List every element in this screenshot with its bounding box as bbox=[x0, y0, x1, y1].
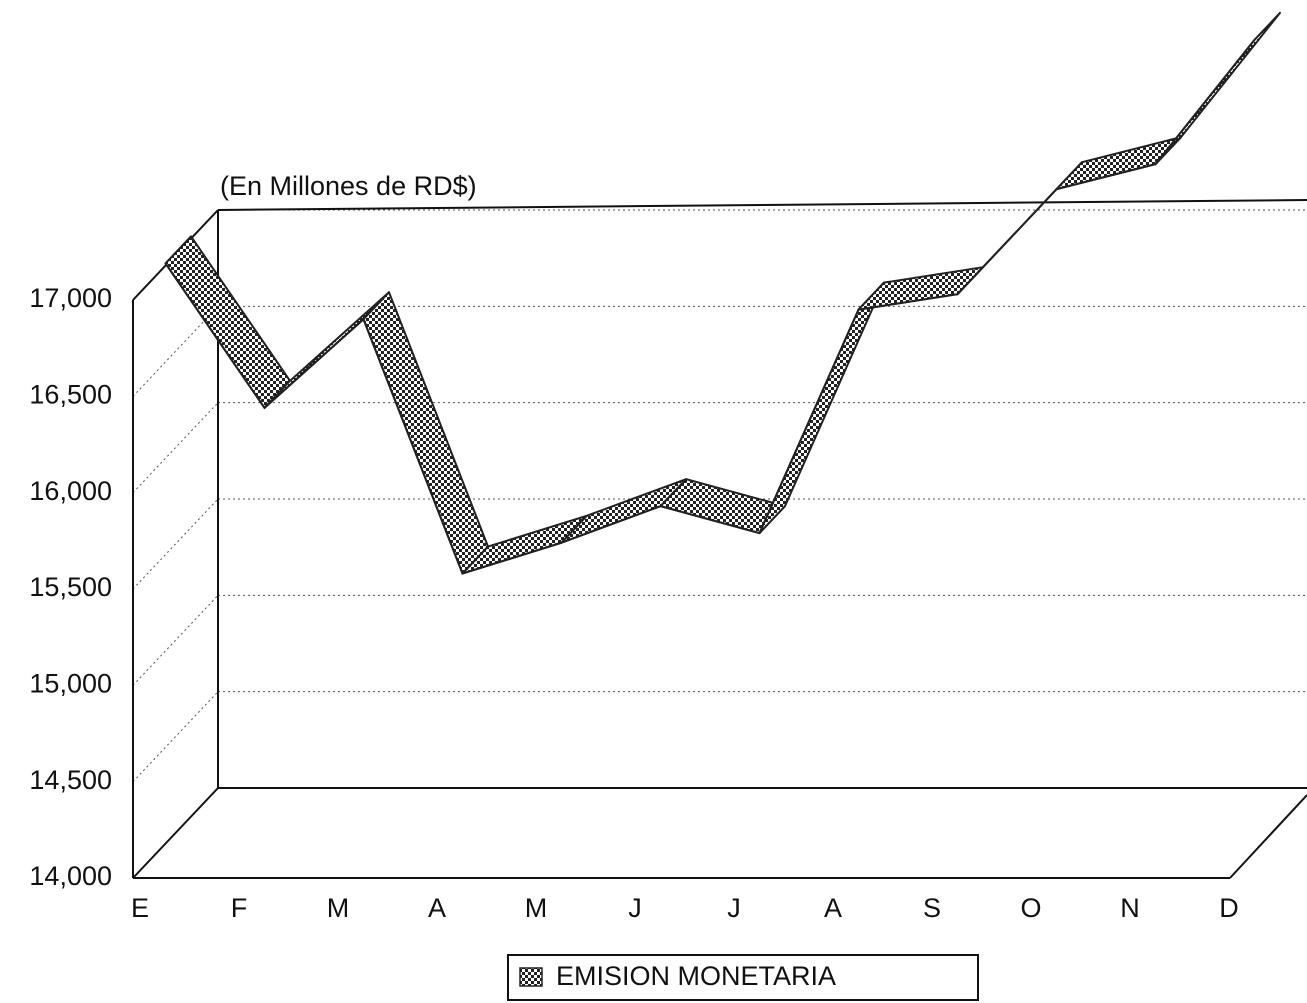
ribbon-edge bbox=[164, 39, 1256, 575]
x-tick-label: E bbox=[131, 893, 149, 923]
y-tick-label: 14,000 bbox=[29, 861, 112, 891]
ribbon-segment bbox=[164, 235, 291, 409]
x-tick-label: J bbox=[727, 893, 741, 923]
floor-left bbox=[132, 787, 219, 879]
x-tick-label: S bbox=[923, 893, 941, 923]
subtitle: (En Millones de RD$) bbox=[220, 171, 477, 201]
x-tick-label: F bbox=[231, 893, 248, 923]
x-tick-label: A bbox=[428, 893, 446, 923]
x-tick-label: J bbox=[628, 893, 642, 923]
ribbon-segment bbox=[758, 281, 885, 535]
legend-swatch bbox=[519, 967, 543, 987]
ribbon-segment bbox=[560, 478, 687, 544]
legend-box bbox=[507, 954, 979, 1001]
x-tick-label: N bbox=[1120, 893, 1140, 923]
back-wall-top bbox=[217, 199, 1307, 211]
grid-line bbox=[132, 594, 219, 686]
floor-right bbox=[1229, 794, 1307, 879]
y-tick-label: 15,500 bbox=[29, 572, 112, 602]
legend-label: EMISION MONETARIA bbox=[556, 961, 836, 991]
grid-line bbox=[132, 305, 219, 397]
x-tick-label: A bbox=[824, 893, 842, 923]
grid-line bbox=[132, 402, 219, 494]
x-tick-label: O bbox=[1020, 893, 1041, 923]
x-tick-label: M bbox=[525, 893, 548, 923]
grid-line bbox=[132, 498, 219, 590]
y-tick-label: 16,000 bbox=[29, 476, 112, 506]
grid-line bbox=[132, 691, 219, 783]
x-tick-label: D bbox=[1219, 893, 1239, 923]
y-tick-label: 16,500 bbox=[29, 379, 112, 409]
ribbon-segment bbox=[362, 291, 489, 575]
y-tick-label: 17,000 bbox=[29, 283, 112, 313]
ribbon-segment bbox=[1055, 136, 1182, 191]
x-tick-label: M bbox=[327, 893, 350, 923]
y-tick-label: 14,500 bbox=[29, 765, 112, 795]
y-tick-label: 15,000 bbox=[29, 668, 112, 698]
